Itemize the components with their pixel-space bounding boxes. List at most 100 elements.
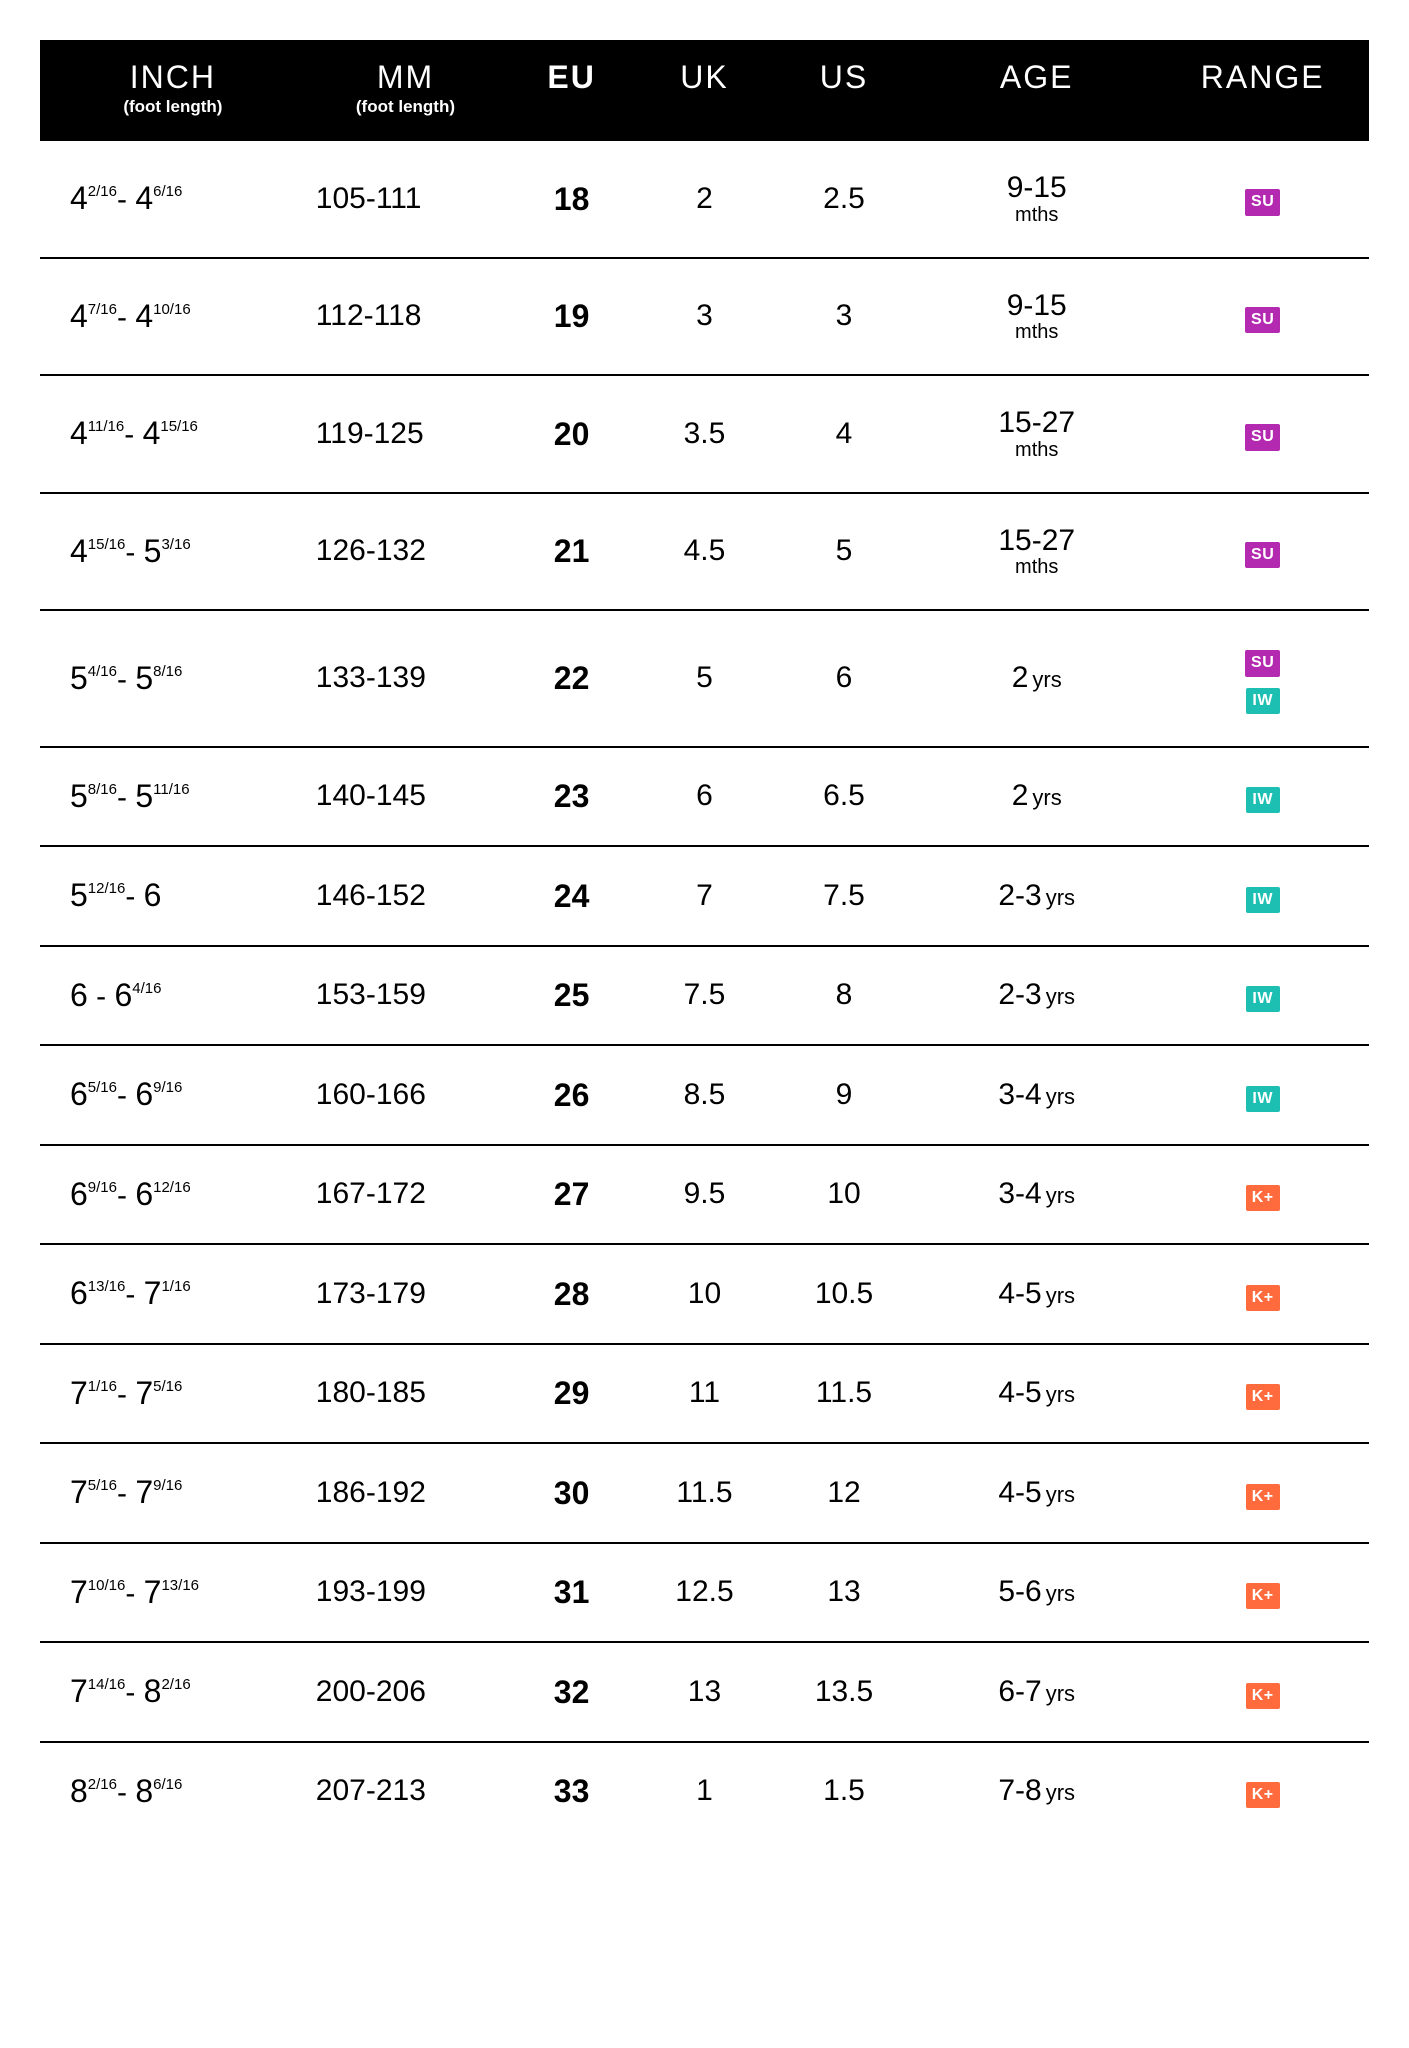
cell-inch: 411/16- 415/16: [40, 375, 306, 493]
cell-eu: 26: [505, 1045, 638, 1145]
cell-eu: 23: [505, 747, 638, 847]
header-age: AGE: [917, 40, 1156, 141]
cell-age: 15-27mths: [917, 375, 1156, 493]
table-row: 65/16- 69/16160-166268.593-4yrsIW: [40, 1045, 1369, 1145]
cell-us: 12: [771, 1443, 917, 1543]
size-chart-table: INCH (foot length) MM (foot length) EU U…: [40, 40, 1369, 1840]
range-badge: K+: [1246, 1583, 1280, 1609]
header-eu-label: EU: [515, 60, 628, 95]
cell-mm: 105-111: [306, 141, 505, 258]
range-badge: K+: [1246, 1185, 1280, 1211]
table-row: 415/16- 53/16126-132214.5515-27mthsSU: [40, 493, 1369, 611]
cell-age: 7-8yrs: [917, 1742, 1156, 1841]
cell-age: 3-4yrs: [917, 1145, 1156, 1245]
cell-mm: 200-206: [306, 1642, 505, 1742]
cell-inch: 714/16- 82/16: [40, 1642, 306, 1742]
cell-eu: 32: [505, 1642, 638, 1742]
cell-mm: 126-132: [306, 493, 505, 611]
range-badge: IW: [1246, 1086, 1280, 1112]
cell-uk: 11.5: [638, 1443, 771, 1543]
table-row: 613/16- 71/16173-179281010.54-5yrsK+: [40, 1244, 1369, 1344]
cell-us: 9: [771, 1045, 917, 1145]
cell-us: 3: [771, 258, 917, 376]
cell-eu: 24: [505, 846, 638, 946]
cell-us: 6.5: [771, 747, 917, 847]
cell-range: K+: [1156, 1543, 1369, 1643]
table-row: 58/16- 511/16140-1452366.52yrsIW: [40, 747, 1369, 847]
cell-eu: 28: [505, 1244, 638, 1344]
range-badge: K+: [1246, 1484, 1280, 1510]
cell-uk: 10: [638, 1244, 771, 1344]
cell-us: 1.5: [771, 1742, 917, 1841]
cell-mm: 146-152: [306, 846, 505, 946]
cell-inch: 47/16- 410/16: [40, 258, 306, 376]
cell-age: 2yrs: [917, 610, 1156, 747]
range-badge: SU: [1245, 307, 1280, 333]
header-range-label: RANGE: [1166, 60, 1359, 95]
cell-uk: 6: [638, 747, 771, 847]
cell-mm: 119-125: [306, 375, 505, 493]
cell-uk: 8.5: [638, 1045, 771, 1145]
cell-eu: 19: [505, 258, 638, 376]
range-badge: K+: [1246, 1384, 1280, 1410]
range-badge: IW: [1246, 787, 1280, 813]
cell-inch: 710/16- 713/16: [40, 1543, 306, 1643]
table-row: 47/16- 410/16112-11819339-15mthsSU: [40, 258, 1369, 376]
cell-eu: 30: [505, 1443, 638, 1543]
cell-range: SU: [1156, 258, 1369, 376]
table-row: 71/16- 75/16180-185291111.54-5yrsK+: [40, 1344, 1369, 1444]
cell-range: K+: [1156, 1244, 1369, 1344]
cell-age: 5-6yrs: [917, 1543, 1156, 1643]
cell-age: 2-3yrs: [917, 846, 1156, 946]
cell-uk: 5: [638, 610, 771, 747]
header-inch: INCH (foot length): [40, 40, 306, 141]
cell-age: 3-4yrs: [917, 1045, 1156, 1145]
cell-inch: 42/16- 46/16: [40, 141, 306, 258]
cell-uk: 3.5: [638, 375, 771, 493]
cell-age: 4-5yrs: [917, 1244, 1156, 1344]
table-row: 411/16- 415/16119-125203.5415-27mthsSU: [40, 375, 1369, 493]
range-badge: SU: [1245, 189, 1280, 215]
table-row: 75/16- 79/16186-1923011.5124-5yrsK+: [40, 1443, 1369, 1543]
cell-mm: 112-118: [306, 258, 505, 376]
cell-range: IW: [1156, 846, 1369, 946]
range-badge: SU: [1245, 424, 1280, 450]
cell-inch: 415/16- 53/16: [40, 493, 306, 611]
cell-range: K+: [1156, 1344, 1369, 1444]
cell-mm: 153-159: [306, 946, 505, 1046]
range-badge: SU: [1245, 542, 1280, 568]
table-row: 714/16- 82/16200-206321313.56-7yrsK+: [40, 1642, 1369, 1742]
table-body: 42/16- 46/16105-1111822.59-15mthsSU47/16…: [40, 141, 1369, 1840]
cell-age: 2-3yrs: [917, 946, 1156, 1046]
cell-inch: 71/16- 75/16: [40, 1344, 306, 1444]
cell-uk: 1: [638, 1742, 771, 1841]
range-badge: K+: [1246, 1782, 1280, 1808]
cell-us: 4: [771, 375, 917, 493]
table-row: 512/16- 6146-1522477.52-3yrsIW: [40, 846, 1369, 946]
cell-eu: 25: [505, 946, 638, 1046]
cell-mm: 193-199: [306, 1543, 505, 1643]
cell-inch: 82/16- 86/16: [40, 1742, 306, 1841]
cell-uk: 3: [638, 258, 771, 376]
cell-uk: 2: [638, 141, 771, 258]
header-us: US: [771, 40, 917, 141]
header-eu: EU: [505, 40, 638, 141]
cell-mm: 133-139: [306, 610, 505, 747]
cell-inch: 6 - 64/16: [40, 946, 306, 1046]
cell-range: K+: [1156, 1145, 1369, 1245]
cell-inch: 65/16- 69/16: [40, 1045, 306, 1145]
cell-mm: 173-179: [306, 1244, 505, 1344]
cell-mm: 186-192: [306, 1443, 505, 1543]
header-inch-label: INCH: [50, 60, 296, 95]
cell-age: 2yrs: [917, 747, 1156, 847]
cell-mm: 140-145: [306, 747, 505, 847]
cell-age: 15-27mths: [917, 493, 1156, 611]
cell-inch: 613/16- 71/16: [40, 1244, 306, 1344]
cell-us: 13.5: [771, 1642, 917, 1742]
cell-range: IW: [1156, 747, 1369, 847]
range-badge: IW: [1246, 688, 1280, 714]
table-row: 69/16- 612/16167-172279.5103-4yrsK+: [40, 1145, 1369, 1245]
cell-inch: 512/16- 6: [40, 846, 306, 946]
cell-uk: 4.5: [638, 493, 771, 611]
header-range: RANGE: [1156, 40, 1369, 141]
